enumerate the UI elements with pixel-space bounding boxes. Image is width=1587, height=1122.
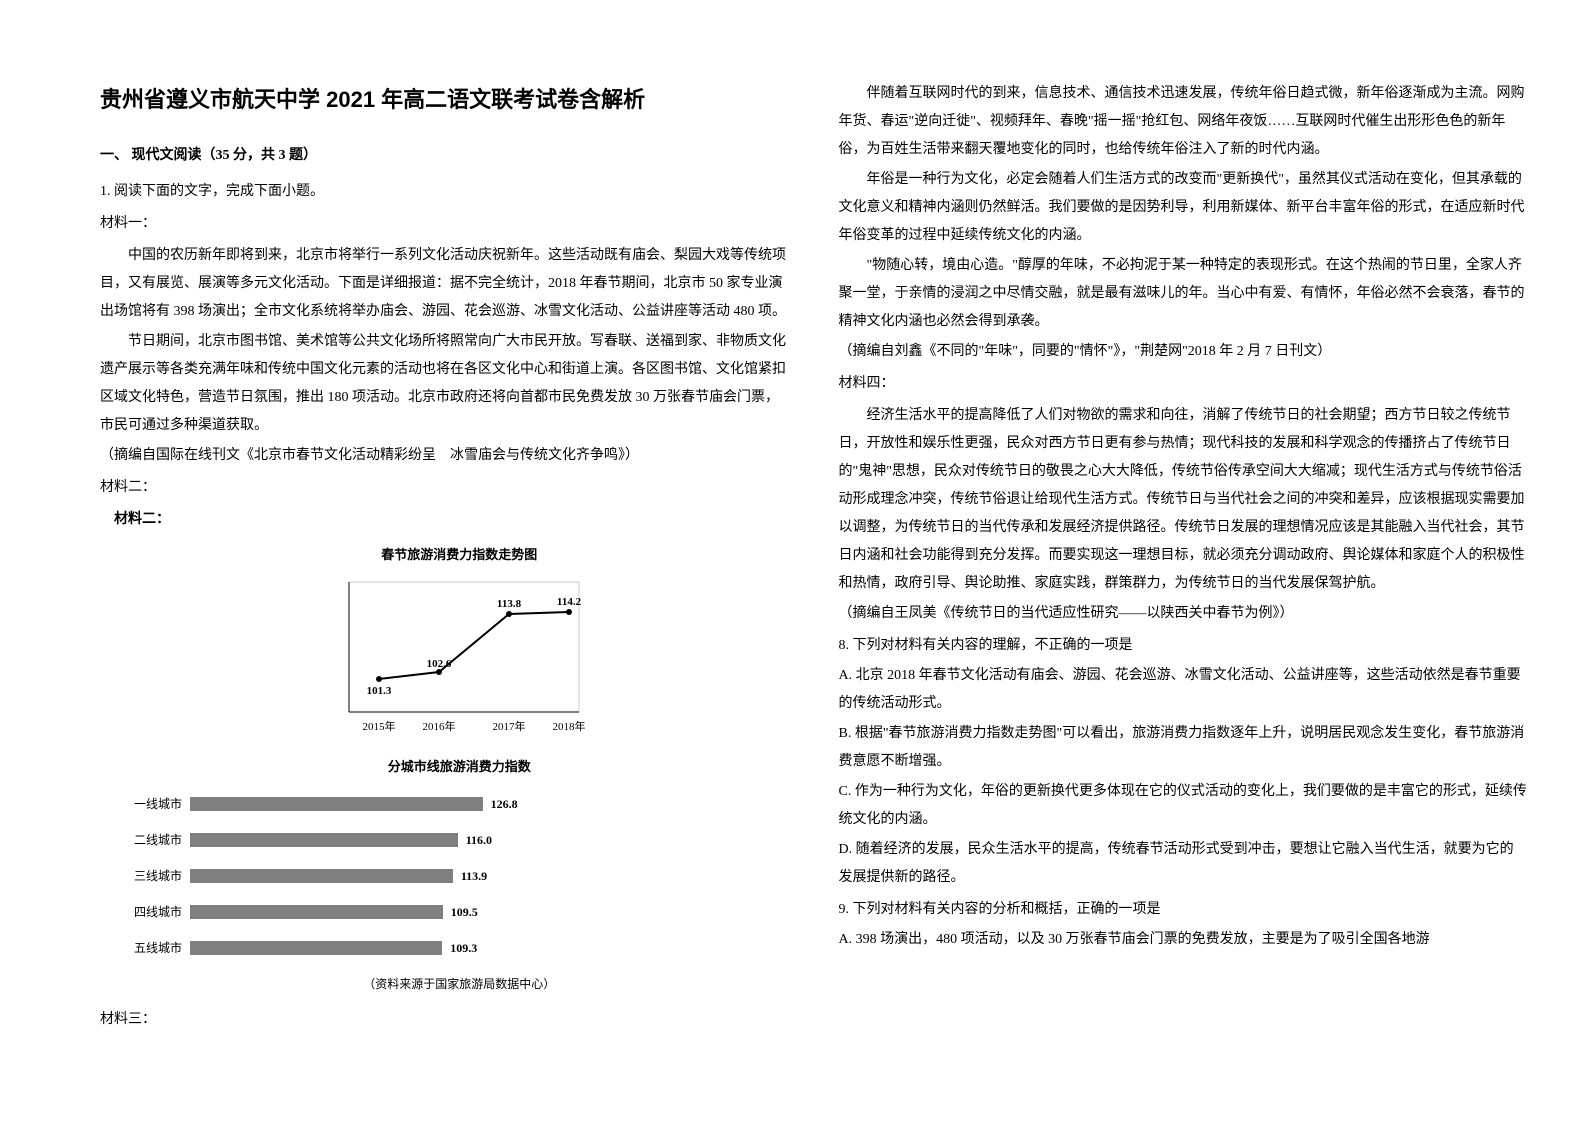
q9-option-a: A. 398 场演出，480 项活动，以及 30 万张春节庙会门票的免费发放，主… [839,926,1528,954]
right-column: 伴随着互联网时代的到来，信息技术、通信技术迅速发展，传统年俗日趋式微，新年俗逐渐… [839,78,1528,1038]
q8-option-c: C. 作为一种行为文化，年俗的更新换代更多体现在它的仪式活动的变化上，我们要做的… [839,778,1528,834]
line-year-3: 2018年 [553,719,586,733]
bar-value: 126.8 [491,792,518,816]
material-2-label-2: 材料二： [100,506,789,534]
material-4-p1: 经济生活水平的提高降低了人们对物欲的需求和向往，消解了传统节日的社会期望；西方节… [839,402,1528,598]
bar-label: 一线城市 [130,792,190,816]
material-1-label: 材料一： [100,210,789,238]
material-4-label: 材料四： [839,370,1528,398]
line-chart-container: 春节旅游消费力指数走势图 101.3 102.6 [130,542,789,996]
bar-label: 五线城市 [130,936,190,960]
bar-label: 三线城市 [130,864,190,888]
bar-chart: 一线城市 126.8 二线城市 116.0 三线城市 113.9 四线城市 109.5 五线城市… [130,792,590,960]
material-3-p1: 伴随着互联网时代的到来，信息技术、通信技术迅速发展，传统年俗日趋式微，新年俗逐渐… [839,80,1528,164]
left-column: 贵州省遵义市航天中学 2021 年高二语文联考试卷含解析 一、 现代文阅读（35… [100,78,789,1038]
material-1-source: （摘编自国际在线刊文《北京市春节文化活动精彩纷呈 冰雪庙会与传统文化齐争鸣》） [100,442,789,470]
bar-track: 126.8 [190,792,590,816]
line-val-2: 113.8 [497,598,522,610]
bar-label: 二线城市 [130,828,190,852]
q8-option-a: A. 北京 2018 年春节文化活动有庙会、游园、花会巡游、冰雪文化活动、公益讲… [839,662,1528,718]
q8-option-d: D. 随着经济的发展，民众生活水平的提高，传统春节活动形式受到冲击，要想让它融入… [839,836,1528,892]
bar-value: 109.5 [451,900,478,924]
material-4-source: （摘编自王凤美《传统节日的当代适应性研究——以陕西关中春节为例》） [839,600,1528,628]
bar-track: 109.5 [190,900,590,924]
bar [190,797,483,811]
line-val-1: 102.6 [427,658,452,670]
bar [190,941,442,955]
line-val-0: 101.3 [367,685,392,697]
bar-value: 116.0 [466,828,492,852]
bar-row: 四线城市 109.5 [130,900,590,924]
bar-row: 二线城市 116.0 [130,828,590,852]
bar-track: 113.9 [190,864,590,888]
bar-row: 一线城市 126.8 [130,792,590,816]
line-chart-title: 春节旅游消费力指数走势图 [130,542,789,568]
line-year-0: 2015年 [363,719,396,733]
bar-value: 109.3 [450,936,477,960]
bar [190,869,453,883]
question-8: 8. 下列对材料有关内容的理解，不正确的一项是 [839,632,1528,660]
material-2-label: 材料二： [100,474,789,502]
bar-value: 113.9 [461,864,487,888]
material-3-source: （摘编自刘鑫《不同的"年味"，同要的"情怀"》，"荆楚网"2018 年 2 月 … [839,338,1528,366]
section-heading: 一、 现代文阅读（35 分，共 3 题） [100,142,789,170]
line-val-3: 114.2 [557,596,582,608]
material-1-p2: 节日期间，北京市图书馆、美术馆等公共文化场所将照常向广大市民开放。写春联、送福到… [100,328,789,440]
line-chart: 101.3 102.6 113.8 114.2 2015年 2016年 2017… [319,572,599,742]
question-9: 9. 下列对材料有关内容的分析和概括，正确的一项是 [839,896,1528,924]
material-1-p1: 中国的农历新年即将到来，北京市将举行一系列文化活动庆祝新年。这些活动既有庙会、梨… [100,242,789,326]
bar [190,833,458,847]
bar-track: 109.3 [190,936,590,960]
bar-row: 五线城市 109.3 [130,936,590,960]
document-title: 贵州省遵义市航天中学 2021 年高二语文联考试卷含解析 [100,78,789,122]
bar-chart-title: 分城市线旅游消费力指数 [130,754,789,780]
q8-option-b: B. 根据"春节旅游消费力指数走势图"可以看出，旅游消费力指数逐年上升，说明居民… [839,720,1528,776]
material-3-p2: 年俗是一种行为文化，必定会随着人们生活方式的改变而"更新换代"，虽然其仪式活动在… [839,166,1528,250]
line-year-2: 2017年 [493,719,526,733]
bar-label: 四线城市 [130,900,190,924]
bar-row: 三线城市 113.9 [130,864,590,888]
bar [190,905,443,919]
question-1: 1. 阅读下面的文字，完成下面小题。 [100,178,789,206]
line-year-1: 2016年 [423,719,456,733]
chart-source: （资料来源于国家旅游局数据中心） [130,972,789,996]
bar-track: 116.0 [190,828,590,852]
material-3-p3: "物随心转，境由心造。"醇厚的年味，不必拘泥于某一种特定的表现形式。在这个热闹的… [839,252,1528,336]
material-3-label: 材料三： [100,1006,789,1034]
